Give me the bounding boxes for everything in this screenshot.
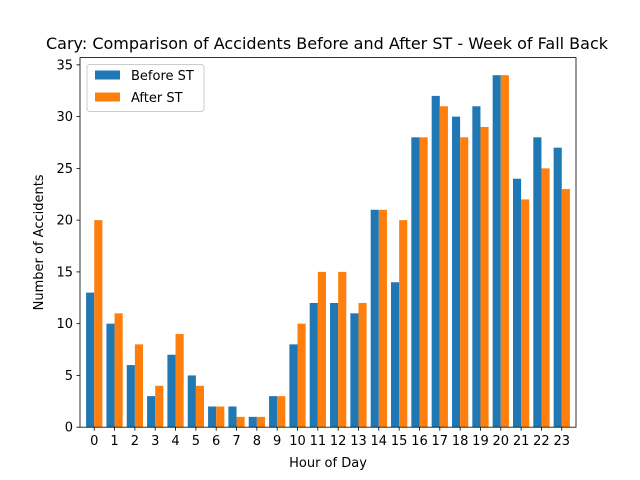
legend-swatch-before-st xyxy=(95,70,120,80)
y-tick-label: 25 xyxy=(56,162,73,177)
bar-before-hour-6 xyxy=(208,406,217,428)
bar-before-hour-13 xyxy=(350,313,359,428)
bar-after-hour-13 xyxy=(358,302,367,428)
x-tick-label: 13 xyxy=(350,434,367,449)
bar-after-hour-19 xyxy=(480,126,489,428)
bar-after-hour-11 xyxy=(317,271,326,428)
bar-before-hour-16 xyxy=(411,137,420,428)
bar-before-hour-2 xyxy=(126,365,135,428)
x-tick-label: 12 xyxy=(330,434,347,449)
bar-before-hour-1 xyxy=(106,323,115,428)
bar-after-hour-6 xyxy=(216,406,225,428)
x-tick-label: 19 xyxy=(472,434,489,449)
bar-after-hour-22 xyxy=(541,168,550,428)
y-tick-label: 15 xyxy=(56,265,73,280)
bar-before-hour-21 xyxy=(512,178,522,428)
bar-after-hour-0 xyxy=(94,220,103,428)
bar-before-hour-18 xyxy=(452,116,461,428)
bar-before-hour-17 xyxy=(431,95,440,428)
bar-after-hour-2 xyxy=(134,344,144,428)
bar-after-hour-3 xyxy=(155,385,164,428)
x-tick-label: 4 xyxy=(171,434,179,449)
bar-before-hour-8 xyxy=(248,416,257,428)
y-tick-label: 5 xyxy=(65,369,73,384)
bar-after-hour-4 xyxy=(175,334,184,428)
bar-after-hour-16 xyxy=(419,137,428,428)
bar-after-hour-9 xyxy=(277,396,286,428)
legend: Before ST After ST xyxy=(86,64,205,112)
x-tick-label: 18 xyxy=(452,434,469,449)
x-tick-label: 0 xyxy=(90,434,98,449)
x-tick-label: 2 xyxy=(131,434,139,449)
x-tick-label: 3 xyxy=(151,434,159,449)
x-tick-label: 22 xyxy=(533,434,550,449)
bar-before-hour-11 xyxy=(309,302,318,428)
bar-after-hour-15 xyxy=(399,220,408,428)
x-axis: 0 1 2 3 4 5 6 7 8 9 10 11 12 13 14 15 16 17 18 19 20 21 22 23 xyxy=(90,427,570,449)
x-tick-label: 15 xyxy=(391,434,408,449)
x-tick-label: 9 xyxy=(273,434,281,449)
legend-label-after-st: After ST xyxy=(131,91,183,106)
bar-after-hour-5 xyxy=(195,385,204,428)
bar-after-hour-1 xyxy=(114,313,123,428)
legend-label-before-st: Before ST xyxy=(131,69,194,84)
bar-after-hour-18 xyxy=(460,137,469,428)
x-tick-label: 6 xyxy=(212,434,220,449)
x-tick-label: 8 xyxy=(253,434,261,449)
y-tick-label: 0 xyxy=(65,421,73,436)
bar-after-hour-23 xyxy=(561,189,570,428)
x-tick-label: 5 xyxy=(192,434,200,449)
bar-before-hour-10 xyxy=(289,344,298,428)
bar-before-hour-0 xyxy=(86,292,95,428)
chart-title: Cary: Comparison of Accidents Before and… xyxy=(46,34,609,53)
x-tick-label: 23 xyxy=(553,434,570,449)
bar-before-hour-23 xyxy=(553,147,562,428)
bar-after-hour-21 xyxy=(521,199,530,428)
bar-after-hour-7 xyxy=(236,416,245,428)
plot-frame xyxy=(79,57,577,428)
bar-before-hour-4 xyxy=(167,354,176,428)
x-tick-label: 14 xyxy=(371,434,388,449)
bar-after-hour-20 xyxy=(500,75,509,428)
bar-before-hour-12 xyxy=(330,302,339,428)
y-tick-label: 35 xyxy=(56,58,73,73)
x-tick-label: 11 xyxy=(310,434,327,449)
x-tick-label: 21 xyxy=(513,434,530,449)
bar-after-hour-14 xyxy=(378,209,387,428)
bar-before-hour-15 xyxy=(391,282,400,428)
bar-before-hour-5 xyxy=(187,375,196,428)
x-tick-label: 20 xyxy=(493,434,510,449)
y-tick-label: 20 xyxy=(56,214,73,229)
y-tick-label: 10 xyxy=(56,317,73,332)
x-tick-label: 7 xyxy=(232,434,240,449)
bar-before-hour-19 xyxy=(472,106,481,428)
x-tick-label: 16 xyxy=(411,434,428,449)
legend-swatch-after-st xyxy=(95,92,120,102)
y-axis: 0 5 10 15 20 25 30 35 xyxy=(56,58,80,436)
bar-before-hour-7 xyxy=(228,406,237,428)
x-tick-label: 17 xyxy=(432,434,449,449)
x-axis-label: Hour of Day xyxy=(289,456,367,471)
bar-after-hour-17 xyxy=(439,106,448,428)
bar-after-hour-8 xyxy=(256,416,265,428)
bar-after-hour-10 xyxy=(297,323,306,428)
bar-before-hour-14 xyxy=(370,209,379,428)
y-axis-label: Number of Accidents xyxy=(32,174,47,310)
bar-before-hour-3 xyxy=(147,396,156,428)
bar-before-hour-20 xyxy=(492,75,501,428)
x-tick-label: 10 xyxy=(289,434,306,449)
bars-layer xyxy=(86,75,570,428)
bar-before-hour-22 xyxy=(533,137,542,428)
x-tick-label: 1 xyxy=(110,434,118,449)
bar-before-hour-9 xyxy=(269,396,278,428)
bar-after-hour-12 xyxy=(338,271,347,428)
y-tick-label: 30 xyxy=(56,110,73,125)
